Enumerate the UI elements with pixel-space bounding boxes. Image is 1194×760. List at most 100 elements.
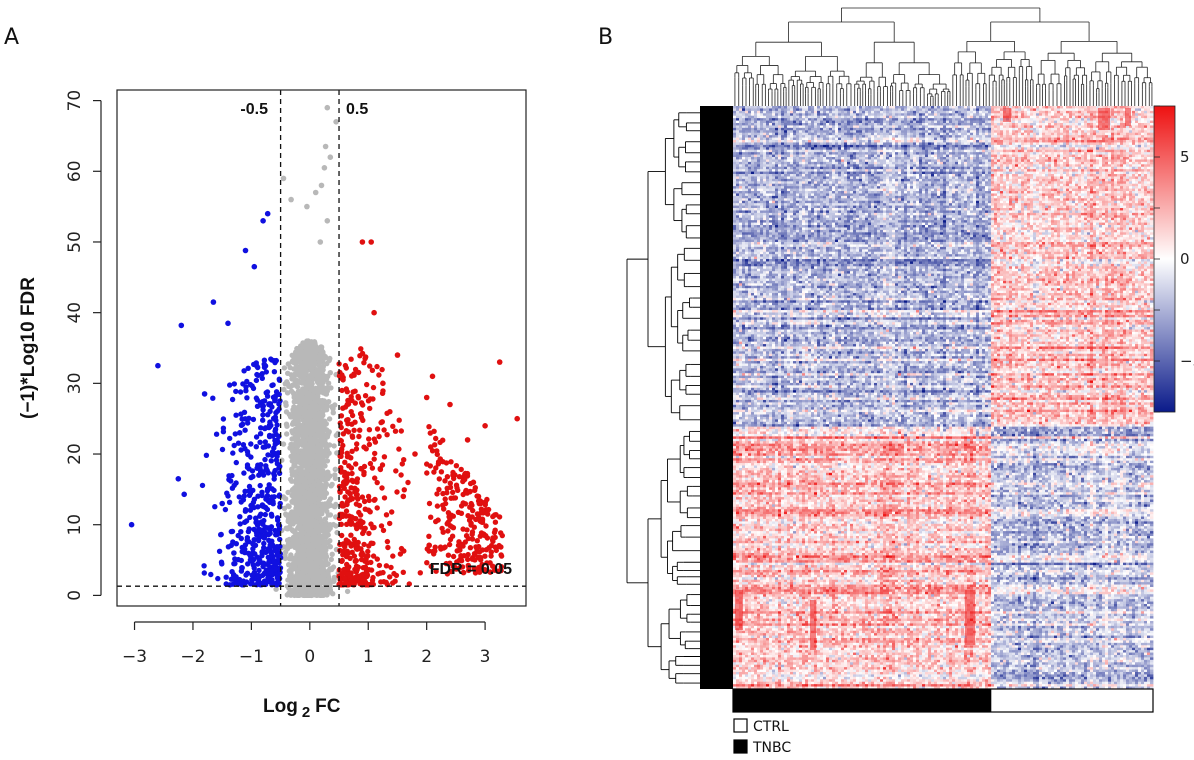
- volcano-point-up: [474, 547, 480, 553]
- heatmap-cell: [976, 110, 980, 114]
- heatmap-cell: [859, 108, 863, 112]
- heatmap-cell: [946, 106, 950, 109]
- volcano-point-not-significant: [289, 359, 295, 365]
- volcano-point-not-significant: [328, 556, 334, 563]
- heatmap-cell: [946, 108, 950, 112]
- volcano-point-up: [344, 551, 350, 558]
- volcano-point-not-significant: [326, 576, 332, 582]
- volcano-point-down: [253, 434, 260, 440]
- volcano-point-not-significant: [314, 571, 321, 577]
- volcano-point-down: [272, 437, 278, 444]
- volcano-point-up: [434, 503, 441, 509]
- volcano-point-up: [470, 479, 477, 486]
- heatmap-cell: [994, 106, 998, 109]
- volcano-point-not-significant: [298, 534, 304, 540]
- x-tick-label: 0: [304, 647, 315, 667]
- volcano-point-up: [431, 428, 437, 434]
- volcano-point-up: [468, 500, 474, 507]
- heatmap-cell: [832, 106, 836, 109]
- x-axis-title: Log 2 FC: [263, 696, 341, 721]
- volcano-point-up: [388, 564, 394, 571]
- heatmap-cell: [991, 108, 995, 112]
- heatmap-cell: [880, 106, 884, 109]
- heatmap-cell: [1024, 108, 1028, 112]
- volcano-point-down: [244, 464, 251, 470]
- heatmap-cell: [844, 110, 848, 114]
- volcano-point-up: [426, 542, 432, 548]
- volcano-point-up: [472, 485, 478, 491]
- volcano-point-up: [426, 533, 432, 539]
- volcano-point-down: [155, 362, 161, 369]
- volcano-point-not-significant: [321, 419, 327, 425]
- volcano-point-not-significant: [299, 587, 305, 593]
- volcano-point-down: [254, 465, 260, 472]
- volcano-point-down: [259, 489, 265, 495]
- heatmap-cell: [1021, 110, 1025, 114]
- volcano-point-down: [271, 487, 277, 494]
- heatmap-cell: [949, 108, 953, 112]
- heatmap-cell: [1033, 106, 1037, 109]
- heatmap-cell: [811, 110, 815, 114]
- volcano-point-not-significant: [308, 373, 314, 380]
- heatmap-cell: [787, 110, 791, 114]
- volcano-point-up: [343, 386, 349, 392]
- heatmap-cell: [982, 106, 986, 109]
- volcano-point-down: [251, 504, 257, 511]
- heatmap-cell: [832, 108, 836, 112]
- heatmap-cell: [760, 108, 764, 112]
- volcano-point-not-significant: [285, 517, 292, 523]
- volcano-point-up: [480, 510, 486, 516]
- volcano-point-down: [255, 372, 261, 378]
- volcano-point-not-significant: [294, 441, 300, 447]
- volcano-point-up: [365, 398, 372, 404]
- volcano-point-down: [274, 515, 281, 521]
- volcano-point-down: [256, 535, 262, 542]
- heatmap-cell: [763, 106, 767, 109]
- volcano-point-up: [398, 545, 405, 552]
- volcano-point-not-significant: [305, 527, 311, 533]
- heatmap-cell: [982, 110, 986, 114]
- volcano-point-down: [273, 417, 279, 424]
- heatmap-cell: [916, 110, 920, 114]
- heatmap-cell: [739, 108, 743, 112]
- heatmap-cell: [1012, 110, 1016, 114]
- volcano-point-up: [398, 472, 404, 478]
- heatmap-cell: [970, 106, 974, 109]
- heatmap-cells: [733, 106, 1154, 690]
- volcano-point-up: [342, 362, 349, 369]
- volcano-point-down: [238, 422, 245, 428]
- volcano-point-up: [393, 468, 399, 474]
- heatmap-panel: 5 0 −5 CTRL TNBC: [626, 7, 1194, 756]
- volcano-point-not-significant: [296, 523, 302, 529]
- heatmap-cell: [799, 110, 803, 114]
- heatmap-cell: [1114, 106, 1118, 109]
- heatmap-cell: [802, 106, 806, 109]
- volcano-point-not-significant: [281, 365, 288, 371]
- y-tick-label: 0: [65, 590, 85, 601]
- heatmap-cell: [865, 108, 869, 112]
- volcano-point-up: [353, 501, 360, 507]
- volcano-point-down: [225, 320, 231, 327]
- volcano-point-not-significant: [332, 472, 338, 478]
- volcano-point-not-significant: [307, 552, 314, 559]
- volcano-point-up: [469, 536, 476, 542]
- heatmap-cell: [871, 108, 875, 112]
- heatmap-cell: [988, 106, 992, 109]
- heatmap-cell: [775, 110, 779, 114]
- volcano-point-down: [230, 450, 236, 456]
- volcano-point-down: [228, 528, 234, 535]
- heatmap-cell: [1090, 108, 1094, 112]
- volcano-point-not-significant: [284, 423, 290, 429]
- volcano-point-not-significant: [325, 469, 331, 475]
- heatmap-cell: [1135, 108, 1139, 112]
- heatmap-cell: [751, 106, 755, 109]
- heatmap-cell: [781, 108, 785, 112]
- heatmap-cell: [961, 106, 965, 109]
- volcano-point-not-significant: [329, 566, 335, 573]
- volcano-point-down: [253, 444, 259, 450]
- volcano-point-up: [359, 350, 366, 357]
- heatmap-cell: [760, 110, 764, 114]
- heatmap-cell: [1054, 108, 1058, 112]
- volcano-point-up: [344, 417, 350, 423]
- volcano-point-not-significant: [302, 398, 308, 405]
